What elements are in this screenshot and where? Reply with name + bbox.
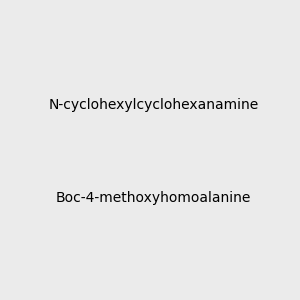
Text: N-cyclohexylcyclohexanamine: N-cyclohexylcyclohexanamine — [49, 98, 259, 112]
Text: Boc-4-methoxyhomoalanine: Boc-4-methoxyhomoalanine — [56, 191, 251, 205]
